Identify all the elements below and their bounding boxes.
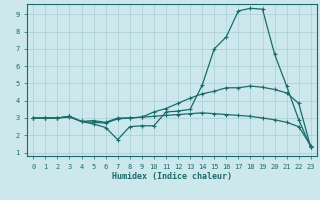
X-axis label: Humidex (Indice chaleur): Humidex (Indice chaleur) xyxy=(112,172,232,181)
